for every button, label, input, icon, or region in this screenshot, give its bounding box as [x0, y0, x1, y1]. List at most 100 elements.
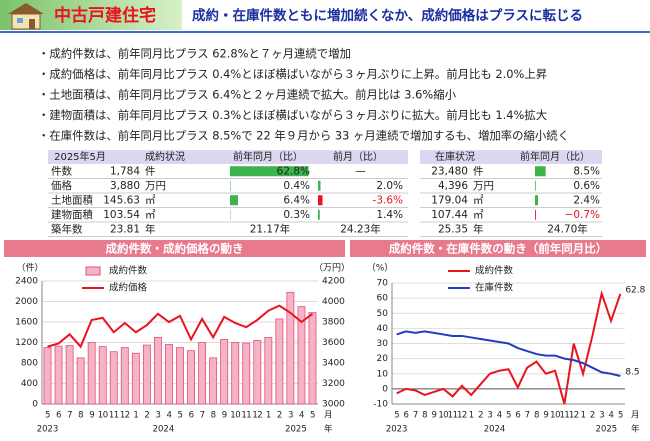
x-tick-label: 2 — [144, 411, 149, 421]
row-unit: 件 — [473, 165, 484, 177]
bar — [187, 350, 195, 405]
legend-label: 成約価格 — [109, 282, 148, 294]
x-tick-label: 12 — [457, 411, 467, 421]
x-tick-label: 10 — [98, 411, 108, 421]
y-tick-label: 800 — [21, 359, 38, 369]
row-label: 築年数 — [51, 222, 83, 235]
x-tick-label: 1 — [581, 411, 586, 421]
cell-bar — [535, 180, 536, 191]
y-tick-label: 20 — [377, 354, 389, 364]
row-value: 23,480 — [431, 165, 468, 177]
y-tick-label: 1200 — [15, 338, 38, 348]
bar — [165, 344, 173, 405]
x-tick-label: 9 — [89, 411, 94, 421]
row-unit: ㎡ — [145, 209, 156, 221]
cell-value: 0.6% — [573, 180, 600, 192]
x-tick-label: 12 — [569, 411, 579, 421]
table-header-bg — [48, 150, 408, 164]
line — [396, 330, 621, 377]
end-label: 62.8 — [625, 285, 645, 295]
y-tick-label: 50 — [377, 309, 389, 319]
row-label: 建物面積 — [51, 208, 93, 221]
x-tick-label: 7 — [200, 411, 205, 421]
row-value: 3,880 — [110, 180, 140, 192]
x-year-label: 年 — [324, 424, 333, 435]
cell-text: 24.23年 — [340, 222, 381, 235]
bullet: ・土地面積は、前年同月比プラス 6.4%と２ヶ月連続で拡大。前月比は 3.6%縮… — [38, 88, 457, 102]
cell-bar — [318, 209, 320, 220]
x-tick-label: 9 — [222, 411, 227, 421]
y-tick-label: 2400 — [15, 277, 38, 287]
legend-label: 在庫件数 — [475, 282, 514, 294]
y2-tick-label: 4200 — [322, 277, 345, 287]
x-month-label: 月 — [324, 411, 333, 421]
x-tick-label: 11 — [109, 411, 119, 421]
bar — [253, 340, 262, 405]
bar — [209, 357, 218, 405]
cell-value: 62.8% — [277, 165, 310, 177]
x-tick-label: 4 — [166, 411, 171, 421]
x-tick-label: 6 — [56, 411, 61, 421]
y2-tick-label: 3000 — [322, 400, 345, 410]
row-unit: 年 — [145, 222, 156, 235]
cell-text: 24.70年 — [547, 222, 588, 235]
x-month-label: 月 — [631, 411, 640, 421]
x-tick-label: 10 — [550, 411, 560, 421]
cell-text: 21.17年 — [250, 222, 291, 235]
x-tick-label: 2 — [590, 411, 595, 421]
cell-text: — — [355, 165, 366, 177]
x-tick-label: 12 — [252, 411, 262, 421]
cell-value: 2.0% — [376, 180, 403, 192]
table-header: 前月（比） — [333, 150, 383, 163]
bar — [120, 347, 129, 405]
cell-value: 0.3% — [283, 209, 310, 221]
cell-bar — [535, 195, 538, 206]
y-tick-label: 0 — [382, 384, 388, 394]
content: ・成約件数は、前年同月比プラス 62.8%と７ヶ月連続で増加・成約価格は、前年同… — [4, 47, 646, 435]
cell-bar — [318, 180, 321, 191]
y-tick-label: 0 — [32, 400, 38, 410]
row-unit: ㎡ — [473, 209, 484, 221]
x-tick-label: 3 — [599, 411, 604, 421]
x-year: 2024 — [484, 425, 506, 435]
bar — [76, 357, 85, 405]
y-tick-label: 40 — [377, 324, 389, 334]
x-tick-label: 4 — [609, 411, 614, 421]
x-year-label: 年 — [631, 424, 640, 435]
bar — [198, 342, 207, 405]
chart-title: 成約件数・成約価格の動き — [106, 242, 244, 256]
bar — [308, 312, 317, 405]
x-tick-label: 12 — [120, 411, 130, 421]
bar — [43, 347, 52, 405]
bar — [87, 342, 96, 405]
x-tick-label: 6 — [515, 411, 520, 421]
x-tick-label: 6 — [404, 411, 409, 421]
y-tick-label: 1600 — [15, 318, 38, 328]
x-tick-label: 9 — [543, 411, 548, 421]
legend-label: 成約件数 — [475, 265, 514, 277]
x-tick-label: 11 — [560, 411, 570, 421]
chart-title-bg — [4, 240, 345, 257]
table-header: 2025年5月 — [54, 150, 106, 163]
header-title: 成約・在庫件数ともに増加続くなか、成約価格はプラスに転じる — [192, 7, 583, 24]
row-label: 価格 — [51, 179, 72, 192]
x-tick-label: 7 — [525, 411, 530, 421]
x-tick-label: 7 — [413, 411, 418, 421]
x-tick-label: 6 — [189, 411, 194, 421]
x-tick-label: 5 — [45, 411, 50, 421]
bar — [176, 347, 184, 405]
y2-tick-label: 3400 — [322, 359, 345, 369]
bar — [131, 352, 140, 405]
x-tick-label: 5 — [178, 411, 183, 421]
y2-tick-label: 3600 — [322, 338, 345, 348]
x-tick-label: 1 — [133, 411, 138, 421]
row-unit: ㎡ — [473, 194, 484, 206]
y2-tick-label: 3200 — [322, 379, 345, 389]
bar — [153, 336, 162, 405]
row-value: 103.54 — [103, 209, 140, 221]
x-tick-label: 8 — [422, 411, 427, 421]
row-value: 23.81 — [110, 223, 140, 235]
legend-label: 成約件数 — [109, 265, 148, 277]
cell-bar — [230, 166, 309, 177]
